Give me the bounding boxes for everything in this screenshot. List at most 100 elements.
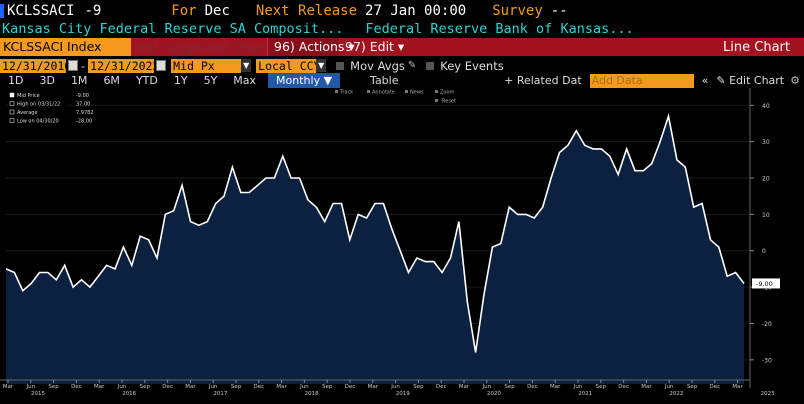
period-6m[interactable]: 6M — [103, 74, 120, 87]
x-tick-label: Sep — [504, 384, 515, 390]
legend-swatch — [9, 101, 15, 106]
tool-icon[interactable] — [335, 90, 338, 93]
calendar-icon[interactable] — [68, 60, 78, 71]
period-bar: 1D 3D 1M 6M YTD 1Y 5Y Max Monthly ▼ Tabl… — [0, 73, 804, 88]
table-button[interactable]: Table — [370, 74, 399, 87]
x-tick-label: Mar — [3, 384, 14, 390]
tool-icon[interactable] — [405, 90, 408, 93]
x-tick-label: Sep — [48, 384, 59, 390]
period-max[interactable]: Max — [233, 74, 257, 87]
series-line — [5, 113, 745, 353]
x-tick-label: Sep — [231, 384, 242, 390]
chevron-down-icon[interactable]: ▼ — [241, 59, 252, 72]
x-tick-label: Jun — [390, 384, 400, 390]
security-source: Federal Reserve Bank of Kansas... — [365, 20, 634, 37]
x-tick-label: Sep — [413, 384, 424, 390]
add-data-input[interactable]: Add Data — [589, 73, 694, 88]
actions-menu[interactable]: 96) Actions ▾ — [267, 38, 355, 56]
security-field[interactable]: KCLSSACI Index — [0, 38, 131, 56]
period-1d[interactable]: 1D — [8, 74, 24, 87]
edit-menu[interactable]: 97) Edit ▾ — [345, 39, 405, 54]
tool-icon[interactable] — [435, 90, 438, 93]
x-tick-label: Jun — [664, 384, 674, 390]
x-tick-label: Sep — [687, 384, 698, 390]
x-tick-label: Dec — [709, 384, 720, 390]
security-name: Kansas City Federal Reserve SA Composit.… — [2, 20, 344, 37]
period-1y[interactable]: 1Y — [173, 74, 188, 87]
y-tick-label: 30 — [762, 139, 770, 146]
x-year-label: 2019 — [396, 391, 410, 397]
x-tick-label: Mar — [185, 384, 196, 390]
start-date-input[interactable]: 12/31/2016 — [0, 58, 72, 73]
field-select[interactable]: Mid Px — [171, 58, 242, 73]
x-tick-label: Mar — [550, 384, 561, 390]
x-tick-label: Sep — [596, 384, 607, 390]
survey-label: Survey — [492, 3, 543, 19]
related-data-button[interactable]: + Related Dat — [504, 74, 582, 87]
tool-news[interactable]: News — [410, 90, 424, 96]
chevron-down-icon[interactable]: ▼ — [316, 59, 327, 72]
legend-swatch — [9, 92, 15, 98]
end-date-input[interactable]: 12/31/2022 — [88, 58, 160, 73]
mov-avgs-checkbox[interactable] — [336, 61, 345, 70]
last-value: -9 — [84, 3, 102, 19]
tool-reset[interactable]: Reset — [442, 99, 456, 105]
series-area — [6, 116, 744, 384]
tool-annotate[interactable]: Annotate — [372, 90, 395, 96]
collapse-icon[interactable]: « — [701, 74, 709, 87]
currency-select[interactable]: Local CCY — [256, 58, 321, 73]
period-3d[interactable]: 3D — [39, 74, 55, 87]
security-marker — [0, 4, 4, 18]
for-label: For — [171, 3, 197, 19]
key-events-checkbox[interactable] — [426, 61, 435, 70]
legend-box: Mid Price -9.00 High on 03/31/22 37.00 Avera… — [8, 91, 94, 125]
x-year-label: 2021 — [578, 391, 592, 397]
legend-value: -28.00 — [76, 119, 92, 125]
x-year-label: 2020 — [487, 391, 501, 397]
date-separator: - — [81, 58, 86, 73]
legend-value: -9.00 — [76, 93, 89, 99]
x-tick-label: Dec — [345, 384, 356, 390]
legend-label: Average — [17, 110, 38, 116]
frequency-select[interactable]: Monthly ▼ — [268, 73, 341, 88]
period-5y[interactable]: 5Y — [203, 74, 218, 87]
x-tick-label: Jun — [573, 384, 583, 390]
calendar-icon[interactable] — [156, 60, 167, 71]
x-tick-label: Dec — [162, 384, 173, 390]
reset-icon[interactable] — [435, 99, 438, 102]
tool-track[interactable]: Track — [339, 90, 353, 96]
mov-avgs-label: Mov Avgs — [350, 58, 405, 73]
x-year-label: 2018 — [305, 391, 319, 397]
x-tick-label: Mar — [368, 384, 379, 390]
toolbar-bar: 96) Suggested Charts 96) Actions ▾ 97) E… — [131, 38, 804, 56]
period-1m[interactable]: 1M — [70, 74, 88, 87]
legend-swatch — [9, 118, 15, 123]
x-tick-label: Mar — [276, 384, 287, 390]
suggested-charts-button[interactable]: 96) Suggested Charts — [137, 39, 274, 55]
ticker: KCLSSACI — [7, 3, 75, 19]
x-tick-label: Dec — [618, 384, 629, 390]
legend-label: Mid Price — [17, 93, 40, 99]
x-tick-label: Jun — [299, 384, 309, 390]
x-tick-label: Sep — [322, 384, 333, 390]
pencil-icon[interactable]: ✎ — [407, 60, 417, 71]
x-tick-label: Dec — [436, 384, 447, 390]
tool-icon[interactable] — [367, 90, 370, 93]
period-ytd[interactable]: YTD — [135, 74, 158, 87]
x-year-label: 2023 — [761, 391, 775, 397]
legend-label: Low on 04/30/20 — [17, 119, 59, 125]
gear-icon[interactable]: ⚙ — [790, 74, 800, 87]
key-events-label: Key Events — [440, 58, 504, 73]
y-tick-label: 10 — [762, 212, 770, 219]
y-tick-label: 40 — [762, 103, 770, 110]
chart-tools[interactable]: Track Annotate News Zoom Reset — [335, 90, 456, 105]
x-tick-label: Jun — [117, 384, 127, 390]
edit-chart-button[interactable]: ✎ Edit Chart — [716, 74, 785, 87]
tool-zoom[interactable]: Zoom — [440, 90, 455, 96]
chart-settings: 12/31/2016 - 12/31/2022 Mid Px ▼ Local C… — [0, 58, 804, 73]
x-tick-label: Dec — [71, 384, 82, 390]
x-year-label: 2017 — [213, 391, 227, 397]
